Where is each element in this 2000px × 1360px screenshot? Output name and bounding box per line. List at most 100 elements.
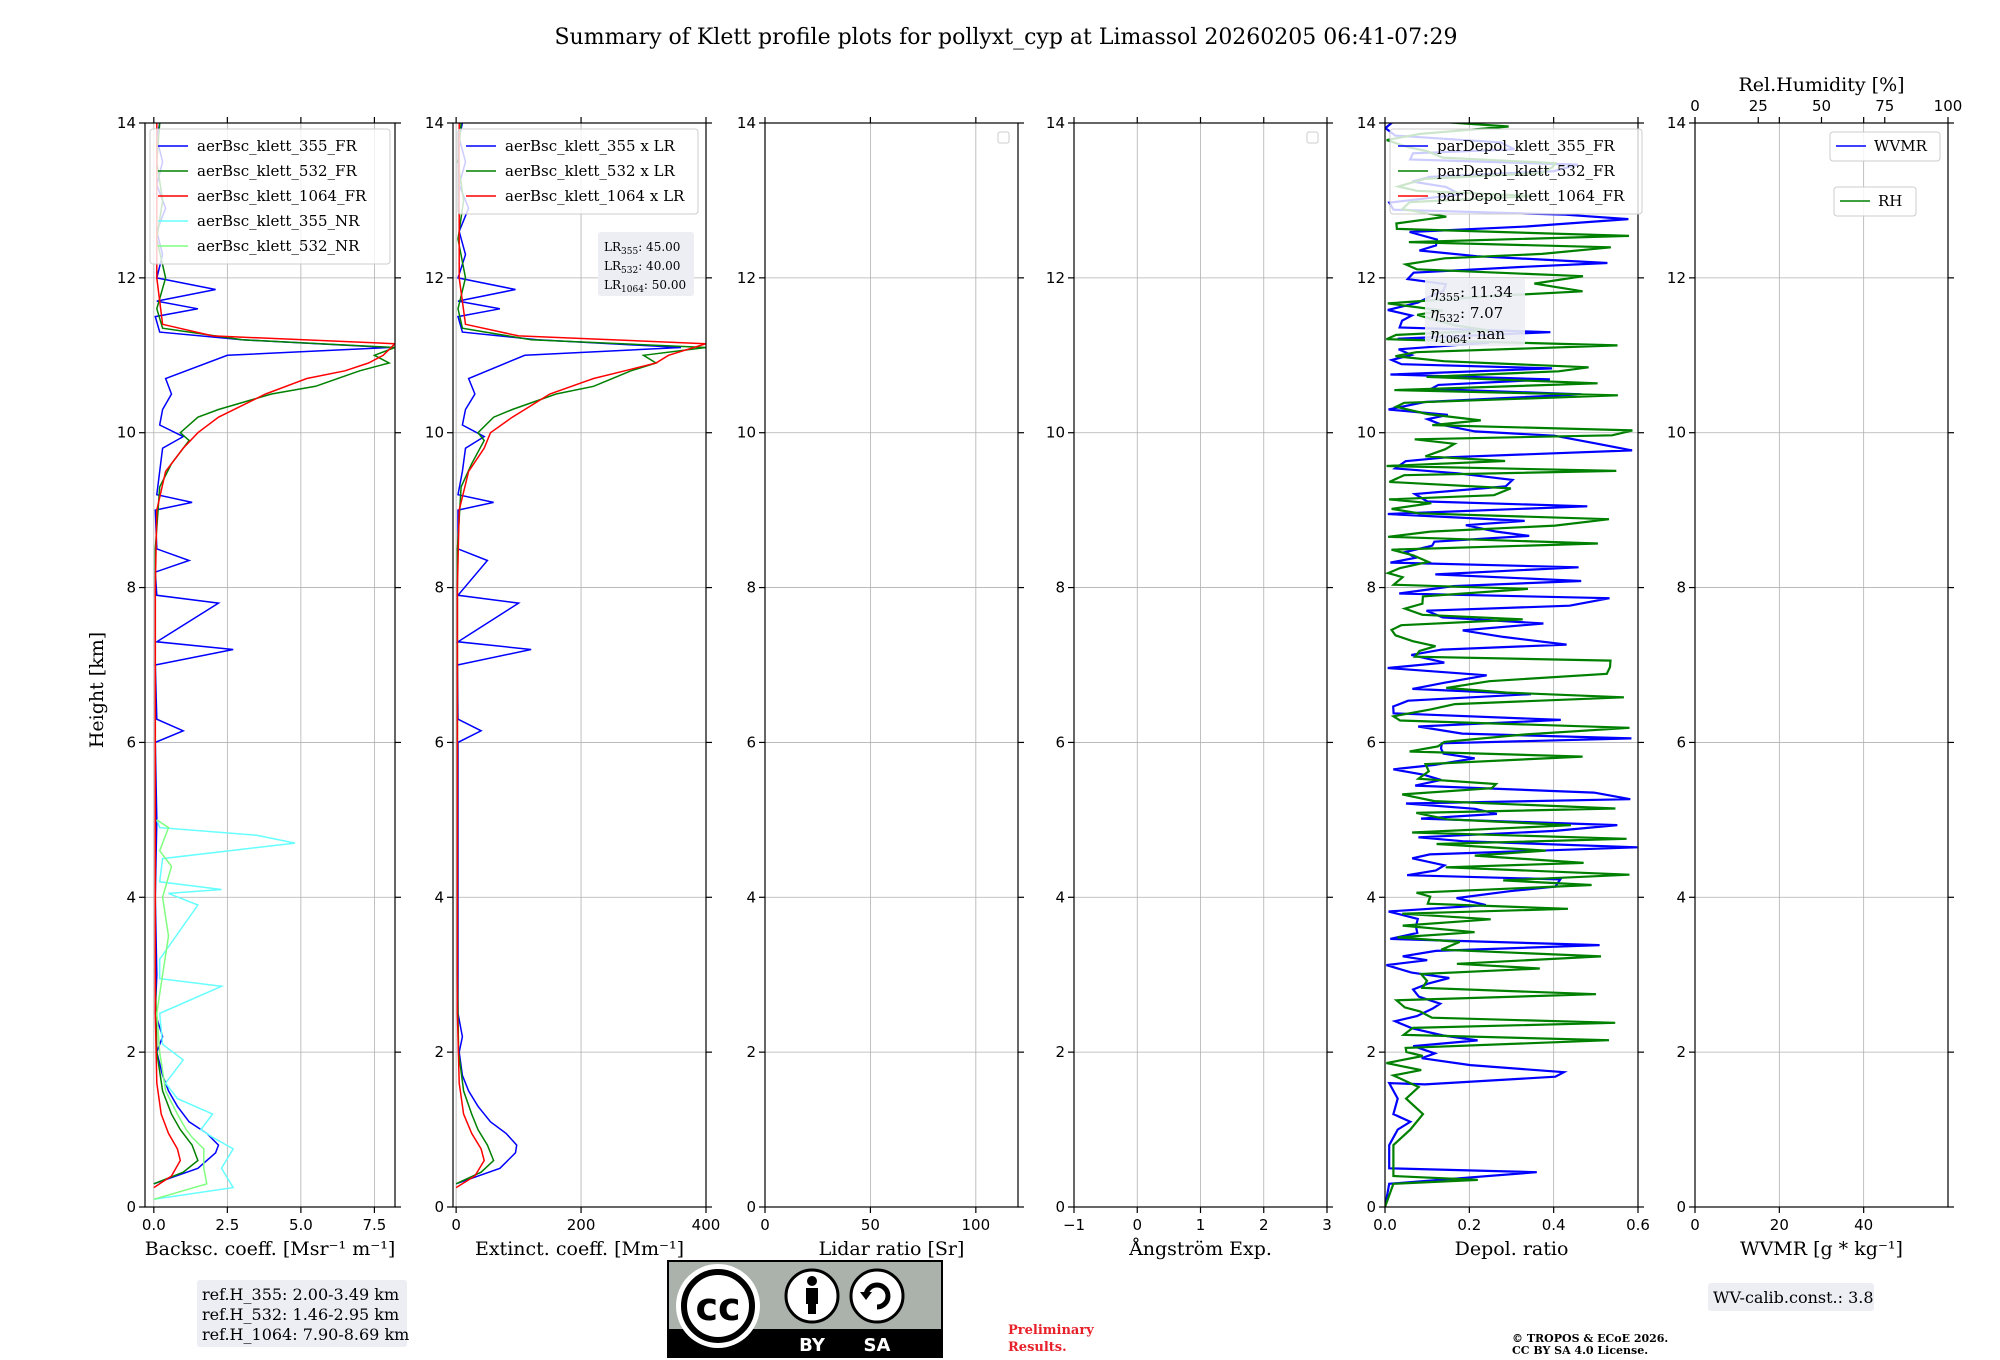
copyright-line-2: CC BY SA 4.0 License. [1512, 1344, 1648, 1357]
legend-box [1389, 128, 1643, 215]
legend-rh: RH [1833, 186, 1917, 217]
y-tick-label: 2 [434, 1043, 444, 1061]
ref-heights-box: ref.H_355: 2.00-3.49 km ref.H_532: 1.46-… [197, 1280, 409, 1347]
x-tick-label: 0 [1690, 1216, 1700, 1234]
y-tick-label: 0 [1676, 1198, 1686, 1216]
panel-ext: 0 2 4 6 8 10 12 14 0 200 400 Extinct. coeff. [Mm⁻¹]… [425, 114, 720, 1260]
x-tick-label: 3 [1322, 1216, 1332, 1234]
x-axis-label: Backsc. coeff. [Msr⁻¹ m⁻¹] [145, 1238, 396, 1260]
legend-label: parDepol_klett_532_FR [1437, 162, 1615, 180]
series-line [153, 123, 390, 1185]
series-line [153, 819, 296, 1201]
x-tick-label: 40 [1854, 1216, 1873, 1234]
x-tick-label: 200 [567, 1216, 596, 1234]
x-tick-label: 50 [861, 1216, 880, 1234]
x-tick-label: −1 [1063, 1216, 1085, 1234]
y-tick-label: 0 [1366, 1198, 1376, 1216]
panel-dep: 0 2 4 6 8 10 12 14 0.0 0.2 0.4 0.6 Depol. ratio parDe… [1357, 114, 1650, 1260]
top-tick-label: 0 [1690, 97, 1700, 115]
y-tick-label: 14 [425, 114, 444, 132]
wv-calib-box: WV-calib.const.: 3.8 [1708, 1283, 1874, 1311]
y-tick-label: 10 [425, 424, 444, 442]
copyright-line-1: © TROPOS & ECoE 2026. [1512, 1332, 1668, 1345]
legend-label: aerBsc_klett_355 x LR [505, 137, 676, 155]
legend-box [1829, 131, 1941, 162]
y-tick-label: 8 [434, 579, 444, 597]
y-tick-label: 12 [737, 269, 756, 287]
y-tick-label: 10 [117, 424, 136, 442]
eta-value: η532: 7.07 [1430, 304, 1503, 325]
legend-label: parDepol_klett_1064_FR [1437, 187, 1625, 205]
y-tick-label: 0 [126, 1198, 136, 1216]
series-line [153, 123, 395, 1185]
y-tick-label: 10 [1046, 424, 1065, 442]
top-axis-label: Rel.Humidity [%] [1738, 74, 1904, 96]
x-tick-label: 400 [692, 1216, 721, 1234]
lr-box-bg [598, 232, 694, 296]
series-line [153, 123, 395, 1189]
legend-box [457, 128, 699, 215]
y-tick-label: 2 [746, 1043, 756, 1061]
y-tick-label: 4 [746, 888, 756, 906]
eta-value: η355: 11.34 [1430, 283, 1513, 304]
preliminary-line-2: Results. [1008, 1340, 1067, 1355]
y-tick-label: 12 [1357, 269, 1376, 287]
x-tick-label: 7.5 [362, 1216, 386, 1234]
empty-legend-box [1306, 131, 1319, 144]
lr-value: LR1064: 50.00 [604, 278, 686, 295]
y-tick-label: 6 [746, 733, 756, 751]
figure-title: Summary of Klett profile plots for polly… [554, 25, 1457, 50]
y-tick-label: 2 [1676, 1043, 1686, 1061]
legend-label: aerBsc_klett_532_NR [197, 237, 360, 255]
y-tick-label: 0 [1055, 1198, 1065, 1216]
x-axis-label: Extinct. coeff. [Mm⁻¹] [475, 1238, 684, 1260]
x-tick-label: 0.2 [1457, 1216, 1481, 1234]
x-axis-label: Lidar ratio [Sr] [819, 1238, 965, 1260]
series-group [455, 123, 706, 1189]
x-tick-label: 0.4 [1542, 1216, 1566, 1234]
y-tick-label: 0 [434, 1198, 444, 1216]
ref-height-532: ref.H_532: 1.46-2.95 km [202, 1305, 399, 1324]
y-tick-label: 6 [434, 733, 444, 751]
x-tick-label: 20 [1770, 1216, 1789, 1234]
x-axis-label: Depol. ratio [1455, 1238, 1569, 1260]
y-tick-label: 8 [746, 579, 756, 597]
y-tick-label: 2 [126, 1043, 136, 1061]
panel-frame [452, 122, 707, 1208]
y-tick-label: 14 [117, 114, 136, 132]
y-tick-label: 6 [1366, 733, 1376, 751]
x-tick-label: 2 [1259, 1216, 1269, 1234]
eta-box-bg [1425, 278, 1525, 346]
top-tick-label: 50 [1812, 97, 1831, 115]
legend-label: aerBsc_klett_355_FR [197, 137, 357, 155]
y-tick-label: 6 [1055, 733, 1065, 751]
top-tick-label: 75 [1875, 97, 1894, 115]
series-line [455, 123, 706, 1185]
series-line [455, 123, 706, 1189]
legend-label: aerBsc_klett_532 x LR [505, 162, 676, 180]
legend-label: aerBsc_klett_1064_FR [197, 187, 367, 205]
y-tick-label: 14 [737, 114, 756, 132]
x-tick-label: 2.5 [215, 1216, 239, 1234]
y-tick-label: 4 [1676, 888, 1686, 906]
legend: aerBsc_klett_355_FR aerBsc_klett_532_FRae… [149, 128, 391, 265]
y-tick-label: 8 [1366, 579, 1376, 597]
y-tick-label: 14 [1667, 114, 1686, 132]
person-icon [784, 1268, 840, 1324]
y-tick-label: 14 [1357, 114, 1376, 132]
x-tick-label: 0 [760, 1216, 770, 1234]
legend-label: RH [1878, 192, 1902, 210]
panel-frame [1384, 122, 1639, 1208]
y-tick-label: 2 [1366, 1043, 1376, 1061]
cc-sa-label: SA [864, 1335, 891, 1356]
x-tick-label: 0 [451, 1216, 461, 1234]
cc-license-badge: cc BY SA [667, 1260, 943, 1358]
legend-label: aerBsc_klett_355_NR [197, 212, 360, 230]
x-tick-label: 1 [1196, 1216, 1206, 1234]
y-tick-label: 10 [737, 424, 756, 442]
ref-height-355: ref.H_355: 2.00-3.49 km [202, 1285, 399, 1304]
y-tick-label: 12 [117, 269, 136, 287]
